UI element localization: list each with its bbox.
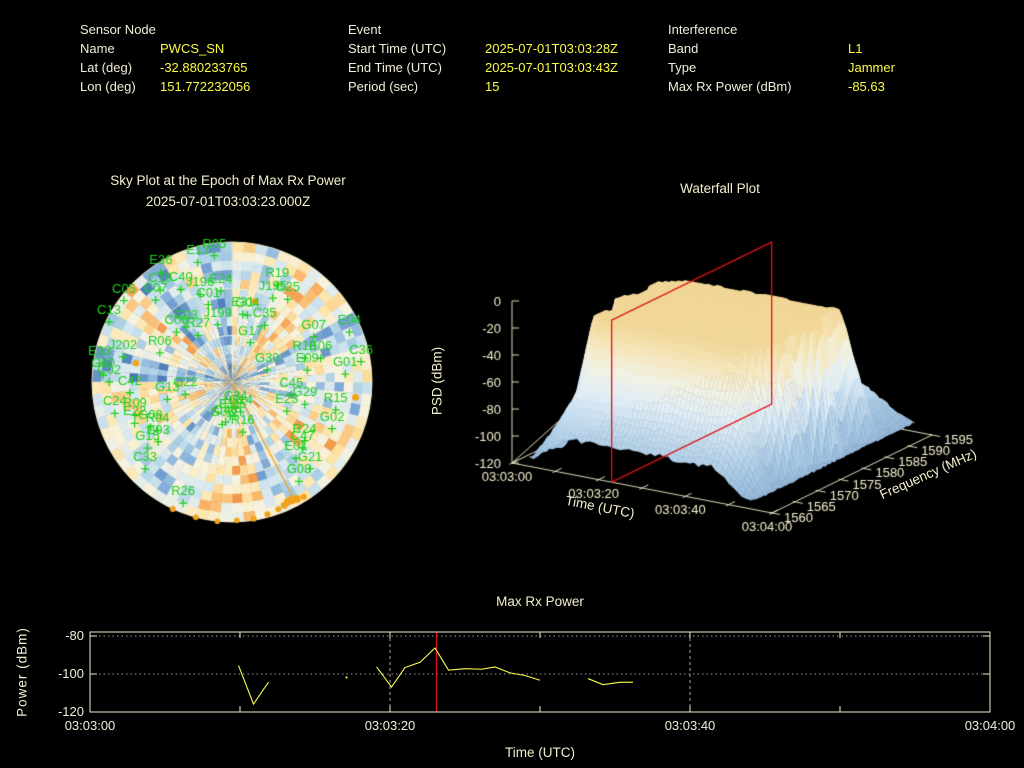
x-tick-label: 03:03:00: [65, 718, 116, 733]
event-start-value: 2025-07-01T03:03:28Z: [485, 41, 618, 56]
interference-type-value: Jammer: [848, 60, 895, 75]
sensor-lat-value: -32.880233765: [160, 60, 248, 75]
y-tick-label: -100: [58, 666, 84, 681]
interference-maxpower-value: -85.63: [848, 79, 885, 94]
sky-plot-epoch-subtitle: 2025-07-01T03:03:23.000Z: [145, 194, 311, 209]
max-rx-power-plot: 03:03:00 03:03:20 03:03:40 03:04:00 -80 -100 -…: [58, 628, 1016, 733]
sky-plot-canvas: [82, 232, 382, 532]
x-tick-label: 03:04:00: [965, 718, 1016, 733]
y-tick-label: -80: [65, 628, 84, 643]
interference-band-label: Band: [668, 41, 699, 56]
interference-info: Interference Band L1 Type Jammer Max Rx …: [668, 20, 895, 96]
series-line: [376, 647, 541, 689]
max-rx-power-title: Max Rx Power: [496, 594, 584, 609]
event-end-row: End Time (UTC) 2025-07-01T03:03:43Z: [348, 58, 618, 77]
series-line: [237, 665, 269, 706]
series-line: [587, 678, 634, 686]
interference-maxpower-row: Max Rx Power (dBm) -85.63: [668, 77, 895, 96]
event-period-row: Period (sec) 15: [348, 77, 618, 96]
timeseries-x-axis-label: Time (UTC): [505, 745, 575, 760]
sensor-lon-label: Lon (deg): [80, 79, 136, 94]
sky-plot-title: Sky Plot at the Epoch of Max Rx Power: [110, 173, 346, 188]
plot-frame: [89, 631, 991, 713]
x-tick-label: 03:03:40: [665, 718, 716, 733]
sensor-name-value: PWCS_SN: [160, 41, 225, 56]
y-tick-label: -120: [58, 704, 84, 719]
x-tick-label: 03:03:20: [365, 718, 416, 733]
series-point: [345, 676, 348, 679]
event-heading: Event: [348, 22, 382, 37]
event-end-label: End Time (UTC): [348, 60, 442, 75]
interference-type-row: Type Jammer: [668, 58, 895, 77]
event-start-row: Start Time (UTC) 2025-07-01T03:03:28Z: [348, 39, 618, 58]
sensor-lat-label: Lat (deg): [80, 60, 133, 75]
event-period-value: 15: [485, 79, 500, 94]
interference-heading: Interference: [668, 22, 738, 37]
event-info: Event Start Time (UTC) 2025-07-01T03:03:…: [348, 20, 618, 96]
sensor-node-info: Sensor Node Name PWCS_SN Lat (deg) -32.8…: [80, 20, 250, 96]
waterfall-psd-axis-label: PSD (dBm): [429, 346, 445, 416]
sensor-lat-row: Lat (deg) -32.880233765: [80, 58, 250, 77]
waterfall-canvas: [425, 175, 1020, 543]
interference-type-label: Type: [668, 60, 697, 75]
timeseries-y-axis-label: Power (dBm): [14, 627, 30, 717]
event-start-label: Start Time (UTC): [348, 41, 447, 56]
interference-band-row: Band L1: [668, 39, 895, 58]
sensor-name-row: Name PWCS_SN: [80, 39, 250, 58]
event-end-value: 2025-07-01T03:03:43Z: [485, 60, 618, 75]
interference-band-value: L1: [848, 41, 863, 56]
sensor-name-label: Name: [80, 41, 115, 56]
sensor-lon-row: Lon (deg) 151.772232056: [80, 77, 250, 96]
interference-maxpower-label: Max Rx Power (dBm): [668, 79, 792, 94]
sensor-node-heading: Sensor Node: [80, 22, 156, 37]
event-period-label: Period (sec): [348, 79, 419, 94]
sensor-lon-value: 151.772232056: [160, 79, 251, 94]
